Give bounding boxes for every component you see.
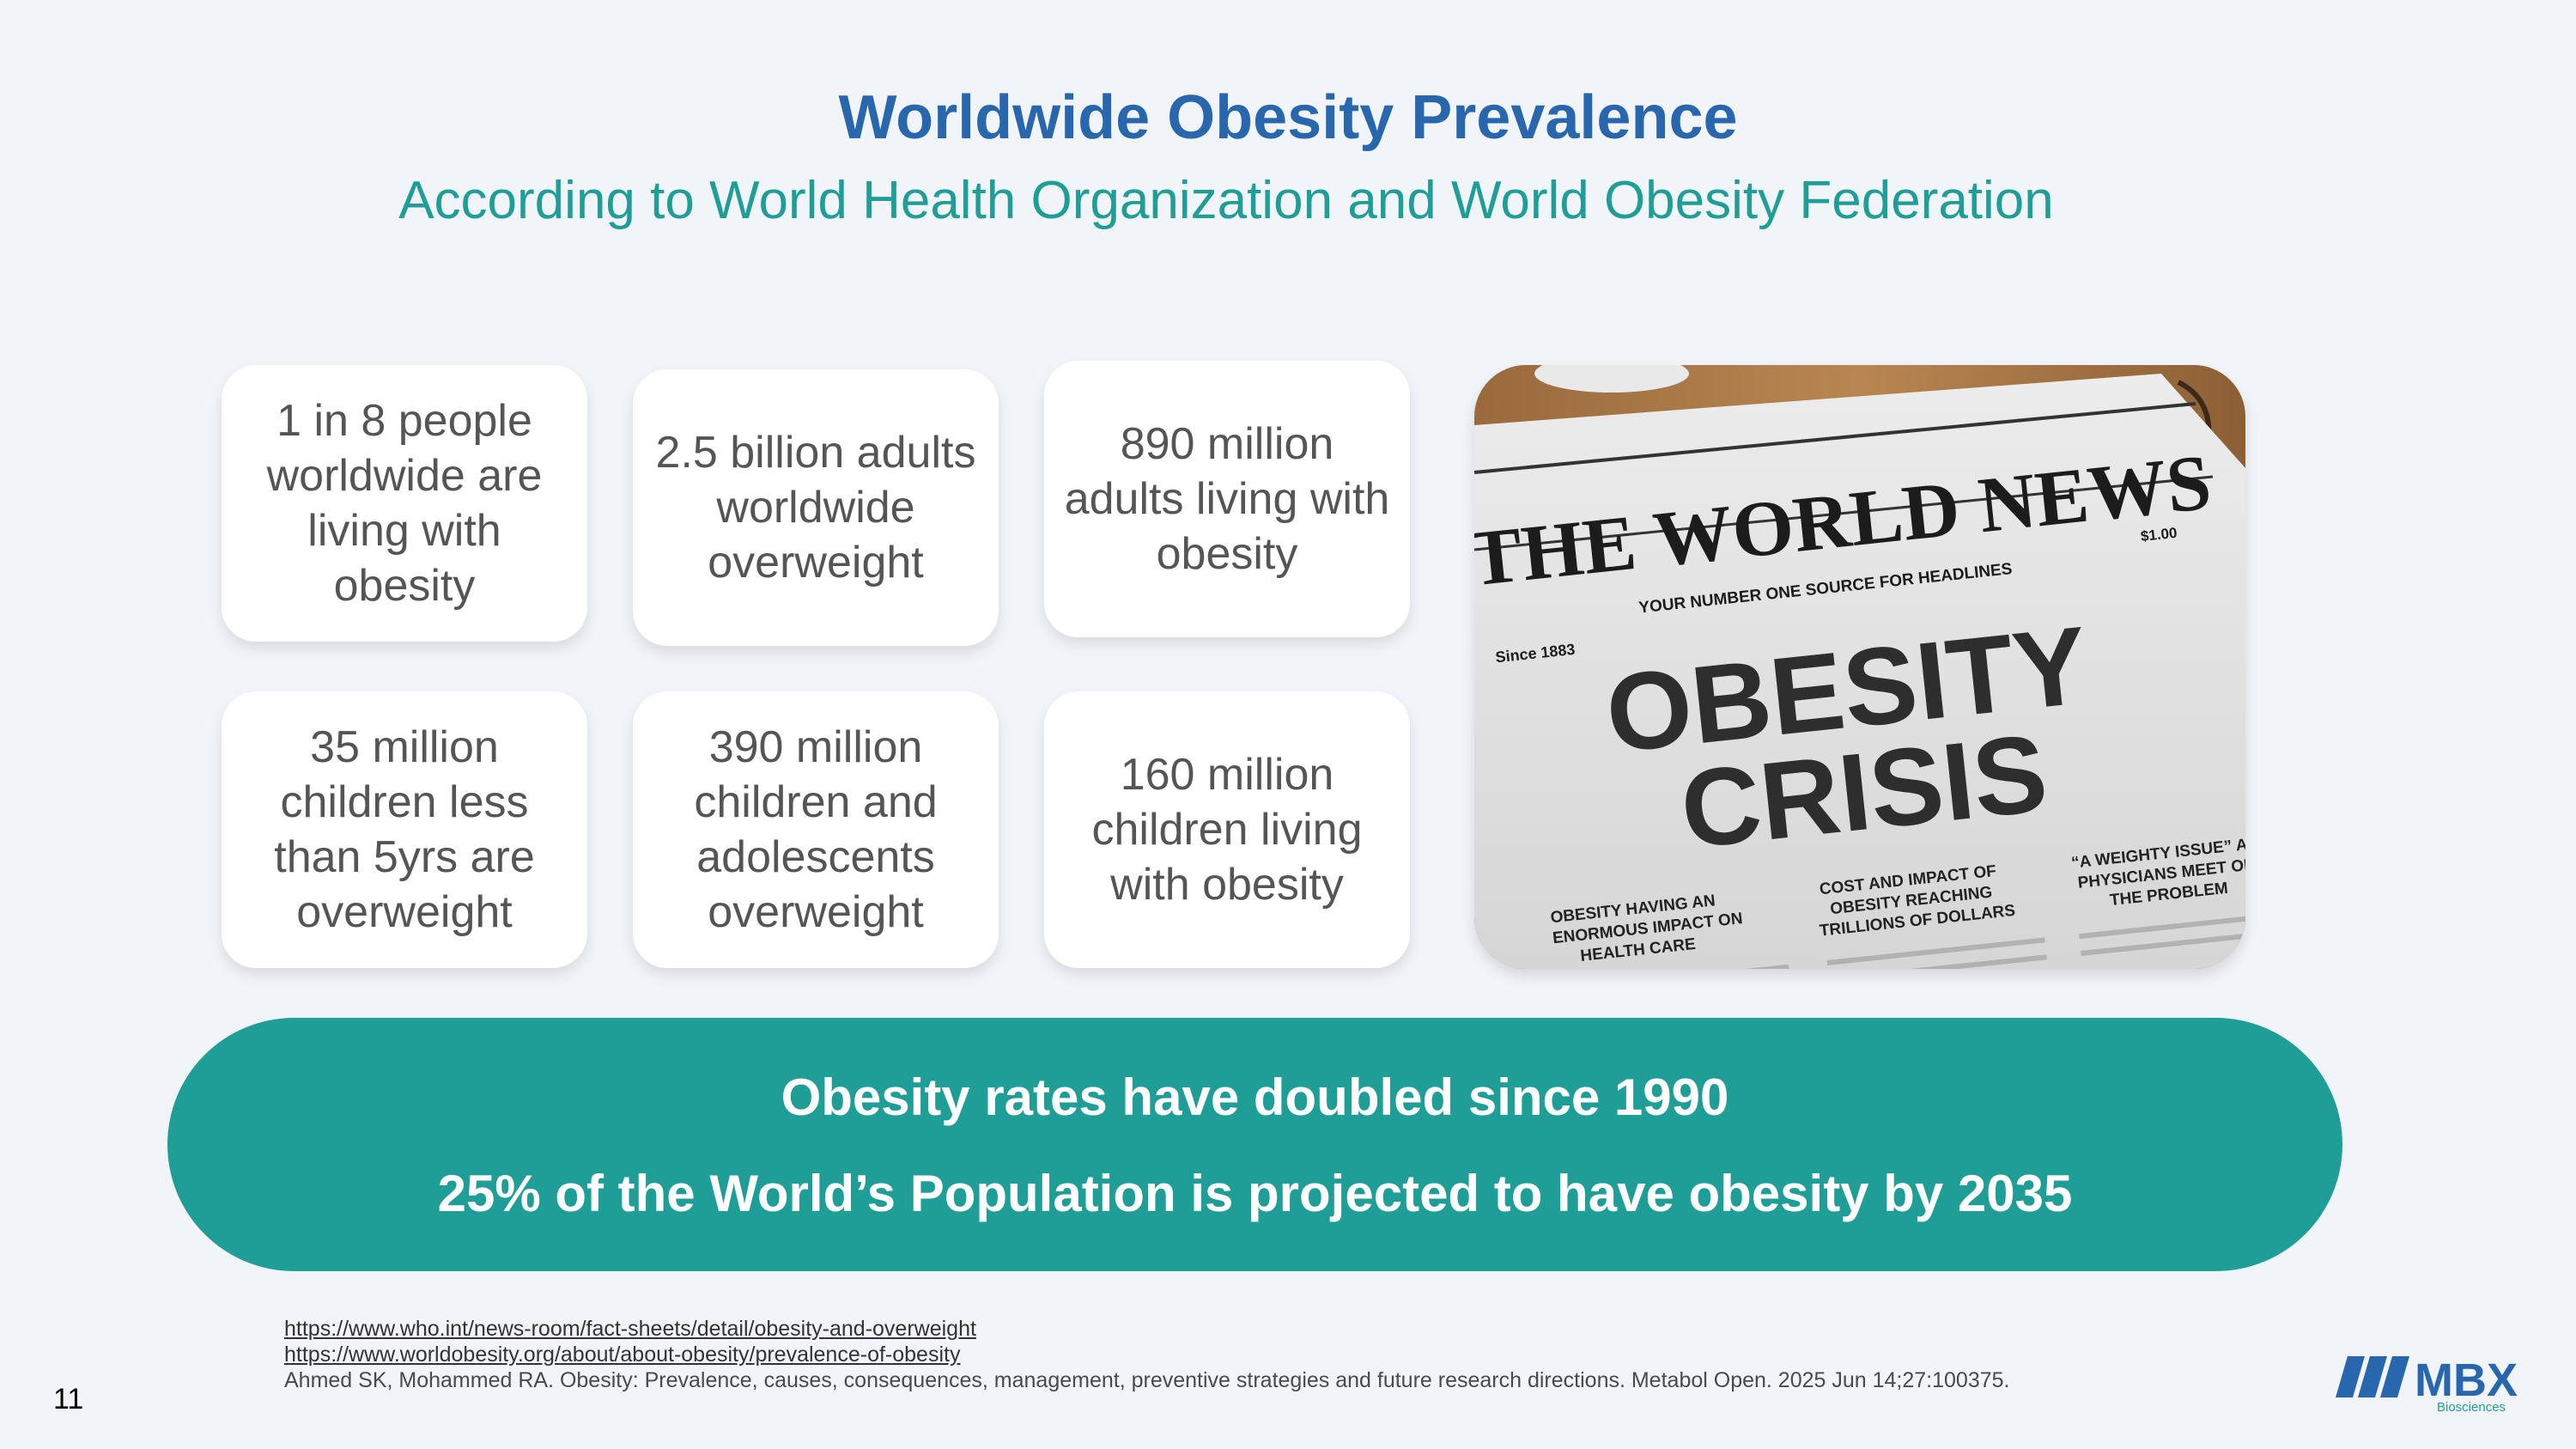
stat-card-adults-overweight: 2.5 billion adults worldwide overweight: [633, 369, 999, 646]
stat-card-text: 890 million adults living with obesity: [1064, 419, 1390, 579]
banner-line-1: Obesity rates have doubled since 1990: [781, 1068, 1729, 1126]
page-title: Worldwide Obesity Prevalence: [838, 83, 1738, 152]
logo-sub: Biosciences: [2437, 1400, 2506, 1413]
reference-link-world-obesity[interactable]: https://www.worldobesity.org/about/about…: [284, 1342, 961, 1367]
stat-card-adults-obesity: 890 million adults living with obesity: [1044, 361, 1410, 637]
stat-card-children-obesity: 160 million children living with obesity: [1044, 691, 1410, 968]
newspaper-price: $1.00: [2140, 525, 2178, 545]
stat-card-text: 160 million children living with obesity: [1091, 750, 1363, 910]
stat-card-children-under5: 35 million children less than 5yrs are o…: [222, 691, 587, 968]
mbx-logo: MBX Biosciences: [2336, 1353, 2533, 1415]
banner-line-2: 25% of the World’s Population is project…: [437, 1165, 2073, 1222]
reference-link-who[interactable]: https://www.who.int/news-room/fact-sheet…: [284, 1317, 976, 1341]
stat-card-text: 390 million children and adolescents ove…: [694, 722, 938, 937]
reference-citation: Ahmed SK, Mohammed RA. Obesity: Prevalen…: [284, 1368, 2010, 1392]
references: https://www.who.int/news-room/fact-sheet…: [284, 1316, 2010, 1393]
stat-card-children-adolescents: 390 million children and adolescents ove…: [633, 691, 999, 968]
logo-name: MBX: [2415, 1355, 2518, 1406]
stat-card-text: 35 million children less than 5yrs are o…: [274, 722, 535, 937]
stat-card-text: 2.5 billion adults worldwide overweight: [655, 428, 976, 588]
page-subtitle: According to World Health Organization a…: [398, 171, 2054, 230]
summary-banner: Obesity rates have doubled since 1990 25…: [167, 1018, 2342, 1271]
newspaper-photo: THE WORLD NEWS YOUR NUMBER ONE SOURCE FO…: [1474, 365, 2245, 969]
page-number: 11: [53, 1383, 84, 1416]
stat-card-people-obesity: 1 in 8 people worldwide are living with …: [222, 365, 587, 642]
stat-card-text: 1 in 8 people worldwide are living with …: [266, 396, 543, 611]
